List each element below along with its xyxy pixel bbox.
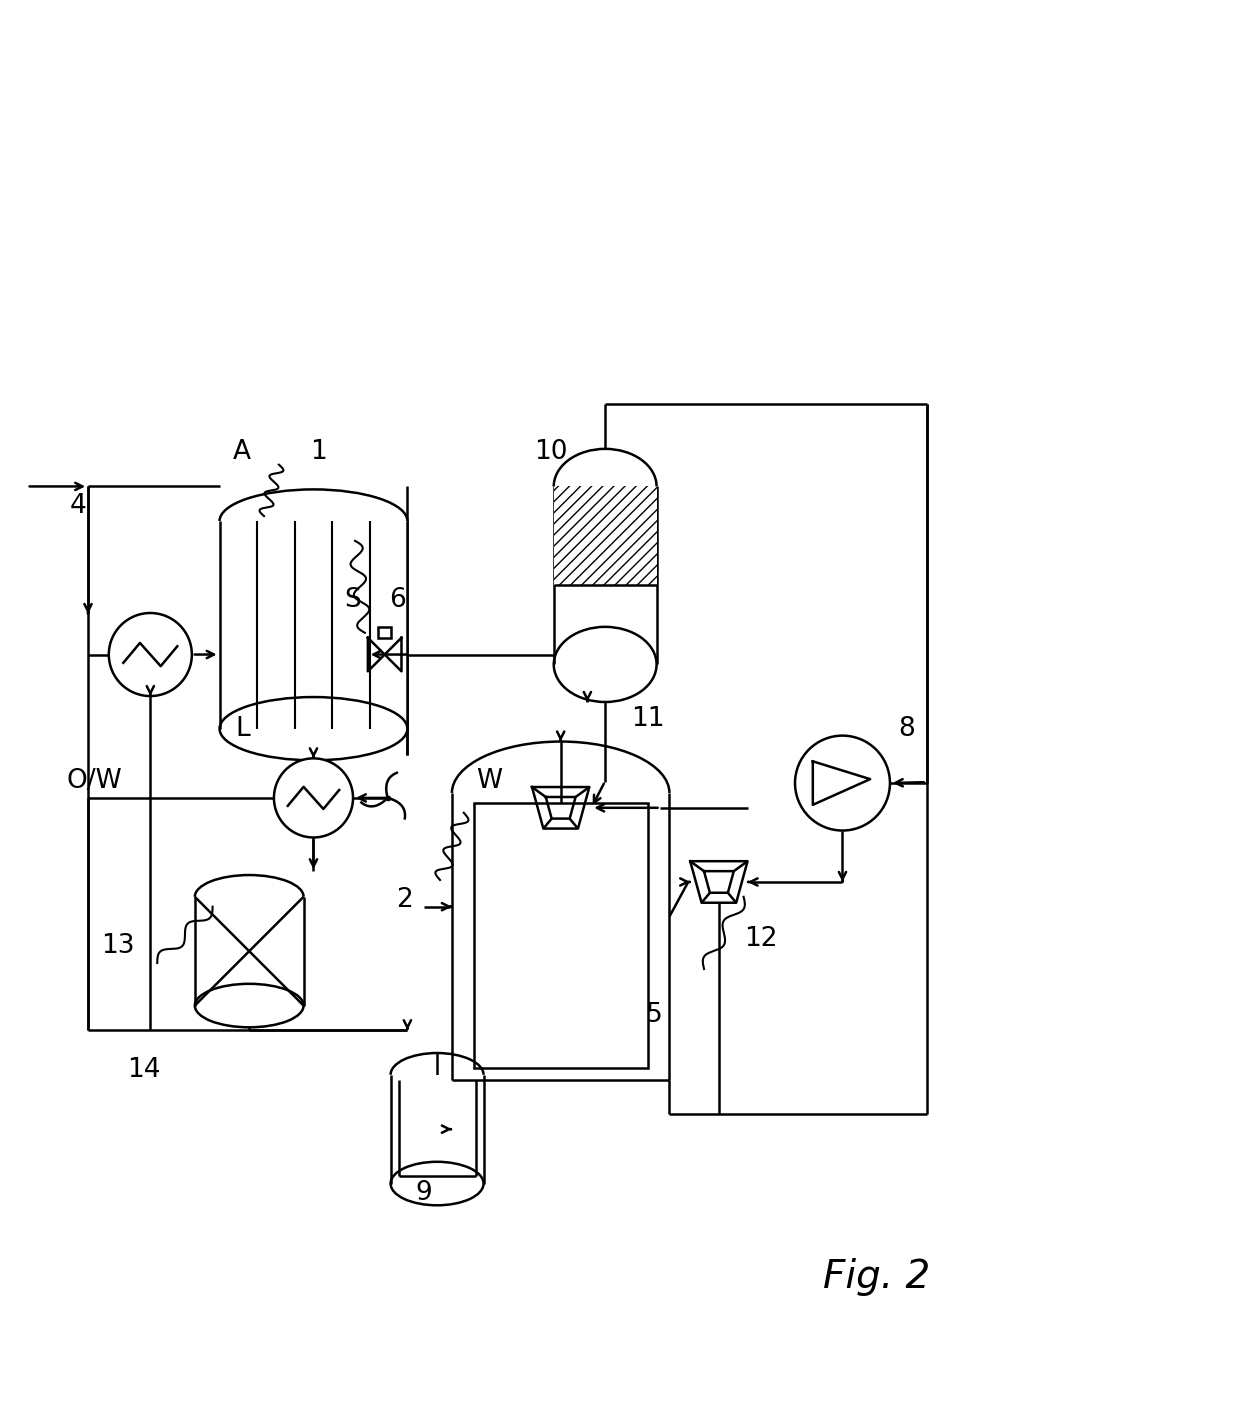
Bar	[554, 486, 657, 664]
Ellipse shape	[554, 626, 657, 702]
Bar	[391, 1075, 484, 1184]
Text: Fig. 2: Fig. 2	[823, 1258, 931, 1296]
Text: 12: 12	[744, 927, 777, 952]
Circle shape	[795, 736, 890, 831]
Text: 10: 10	[534, 439, 568, 465]
Text: 6: 6	[389, 587, 405, 614]
Bar	[474, 803, 647, 1068]
Text: 11: 11	[631, 706, 665, 731]
Text: 14: 14	[126, 1057, 160, 1082]
Text: 8: 8	[898, 716, 915, 741]
Text: W: W	[476, 768, 502, 795]
Ellipse shape	[391, 1161, 484, 1205]
Bar	[554, 486, 657, 585]
Circle shape	[109, 614, 192, 696]
Text: 5: 5	[646, 1002, 663, 1029]
Text: L: L	[234, 716, 249, 741]
Circle shape	[274, 758, 353, 837]
Text: 13: 13	[100, 934, 134, 959]
Text: A: A	[233, 439, 252, 465]
Bar	[451, 793, 670, 1080]
Text: O/W: O/W	[66, 768, 122, 795]
Text: 1: 1	[310, 439, 327, 465]
Bar	[195, 897, 304, 1005]
Ellipse shape	[219, 696, 408, 761]
Text: S: S	[345, 587, 361, 614]
Ellipse shape	[195, 984, 304, 1028]
Text: 2: 2	[396, 887, 413, 913]
Bar	[219, 521, 408, 729]
Text: 4: 4	[69, 493, 87, 519]
Text: 9: 9	[415, 1181, 433, 1206]
Bar	[378, 626, 391, 637]
